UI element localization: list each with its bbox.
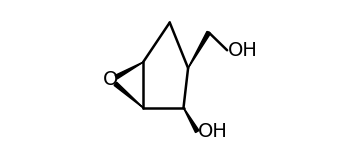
Polygon shape — [115, 62, 143, 79]
Polygon shape — [114, 82, 143, 108]
Polygon shape — [188, 31, 211, 68]
Text: O: O — [103, 70, 119, 89]
Text: OH: OH — [198, 122, 228, 141]
Text: OH: OH — [228, 41, 258, 60]
Polygon shape — [183, 108, 199, 133]
